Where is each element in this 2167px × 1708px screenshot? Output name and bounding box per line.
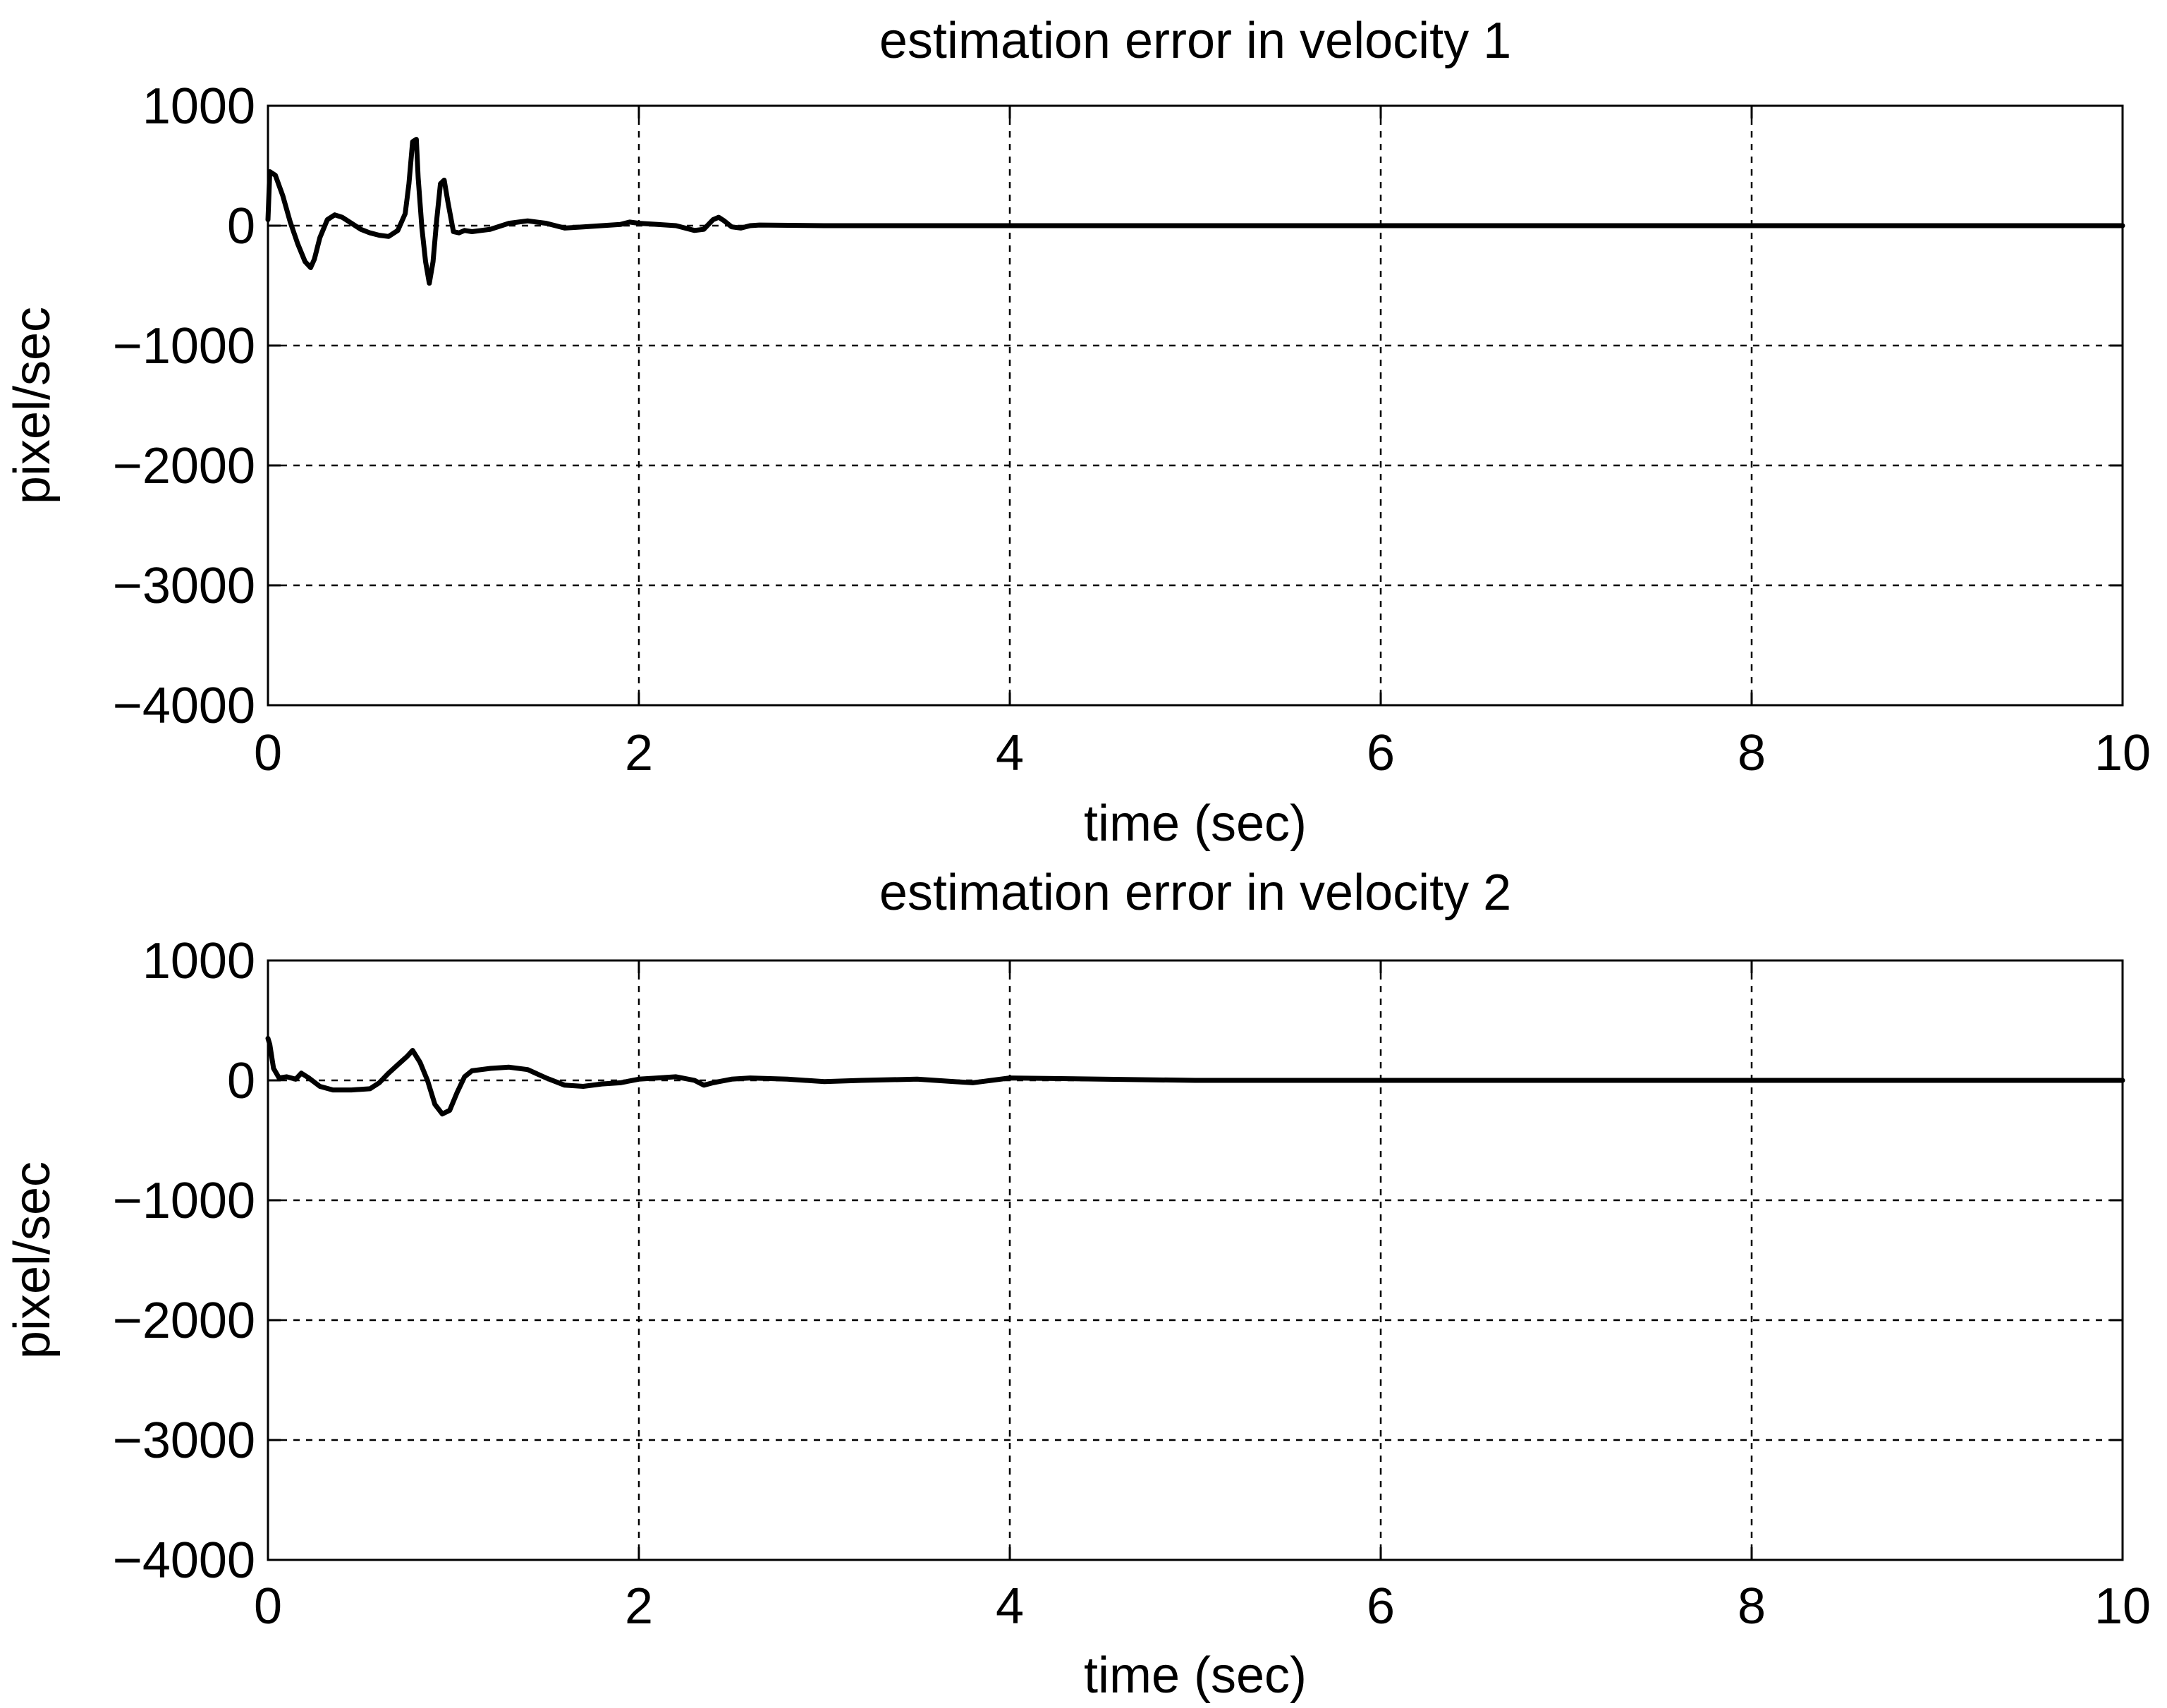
- plot-frame: [267, 104, 2124, 707]
- x-tick-label: 6: [1367, 725, 1395, 781]
- y-tick-label: −4000: [113, 678, 255, 734]
- x-tick-label: 10: [2094, 1578, 2151, 1635]
- y-tick-label: −3000: [113, 1413, 255, 1469]
- chart-title: estimation error in velocity 1: [879, 13, 1511, 69]
- x-tick-label: 2: [625, 1578, 653, 1635]
- x-tick-label: 4: [996, 725, 1024, 781]
- y-tick-label: 1000: [142, 933, 255, 989]
- y-axis-label: pixel/sec: [4, 307, 61, 504]
- x-tick-label: 2: [625, 725, 653, 781]
- y-tick-label: 0: [227, 198, 255, 255]
- plot-frame: [267, 959, 2124, 1561]
- y-tick-label: −2000: [113, 438, 255, 494]
- x-tick-label: 8: [1738, 725, 1766, 781]
- chart-panel-velocity-2: 0 2 4 6 8 10 1000 0 −1000 −2000 −3000 −4000 estimati…: [4, 865, 2151, 1704]
- series-line-velocity-2-error: [265, 1036, 2125, 1117]
- x-tick-label: 8: [1738, 1578, 1766, 1635]
- x-tick-label: 4: [996, 1578, 1024, 1635]
- x-tick-label: 0: [254, 1578, 282, 1635]
- x-tick-label: 0: [254, 725, 282, 781]
- y-tick-label: 1000: [142, 78, 255, 135]
- y-tick-label: −1000: [113, 1173, 255, 1229]
- x-tick-label: 10: [2094, 725, 2151, 781]
- x-axis-label: time (sec): [1084, 1647, 1307, 1704]
- y-axis-label: pixel/sec: [4, 1161, 61, 1359]
- chart-title: estimation error in velocity 2: [879, 865, 1511, 921]
- y-tick-label: −2000: [113, 1293, 255, 1349]
- series-line-velocity-1-error: [265, 137, 2125, 286]
- y-tick-label: −4000: [113, 1532, 255, 1589]
- chart-panel-velocity-1: 0 2 4 6 8 10 1000 0 −1000 −2000 −3000 −4000 estimati…: [4, 13, 2151, 852]
- y-tick-label: −3000: [113, 558, 255, 614]
- y-tick-label: −1000: [113, 318, 255, 374]
- x-axis-label: time (sec): [1084, 795, 1307, 852]
- y-tick-label: 0: [227, 1053, 255, 1109]
- x-tick-label: 6: [1367, 1578, 1395, 1635]
